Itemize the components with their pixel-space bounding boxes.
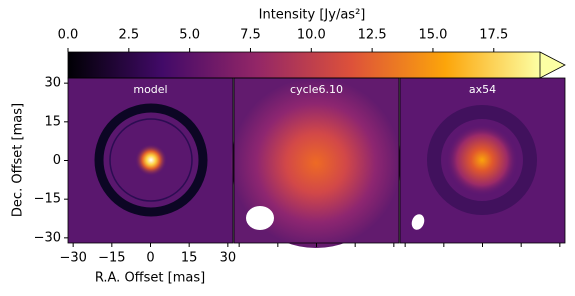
beam <box>246 206 274 230</box>
x-tick-label: −30 <box>59 251 86 266</box>
x-axis-label: R.A. Offset [mas] <box>95 271 205 286</box>
panel-title: ax54 <box>469 83 496 96</box>
colorbar <box>68 52 540 78</box>
y-tick-label: 30 <box>44 76 61 91</box>
panel-title: cycle6.10 <box>290 83 343 96</box>
panel-image-model <box>68 78 233 243</box>
colorbar-extend <box>539 51 566 79</box>
y-tick-label: 0 <box>53 153 61 168</box>
colorbar-tick-label: 10.0 <box>297 28 326 43</box>
beam <box>411 214 425 230</box>
x-tick-label: −15 <box>98 251 125 266</box>
x-tick-label: 30 <box>220 251 237 266</box>
colorbar-label: Intensity [Jy/as²] <box>259 8 366 23</box>
panel-image-ax54 <box>400 78 565 243</box>
y-tick-label: −30 <box>34 230 61 245</box>
y-axis-label: Dec. Offset [mas] <box>11 103 26 217</box>
panel-title: model <box>133 83 167 96</box>
colorbar-tick-label: 0.0 <box>58 28 79 43</box>
colorbar-tick-label: 15.0 <box>418 28 447 43</box>
y-tick-label: 15 <box>44 114 61 129</box>
colorbar-tick-label: 12.5 <box>358 28 387 43</box>
panel-image-cycle <box>231 78 401 248</box>
x-tick-label: 15 <box>181 251 198 266</box>
colorbar-tick-label: 17.5 <box>479 28 508 43</box>
y-tick-label: −15 <box>34 192 61 207</box>
x-tick-label: 0 <box>146 251 154 266</box>
colorbar-tick-label: 2.5 <box>118 28 139 43</box>
colorbar-tick-label: 5.0 <box>179 28 200 43</box>
colorbar-tick-label: 7.5 <box>240 28 261 43</box>
